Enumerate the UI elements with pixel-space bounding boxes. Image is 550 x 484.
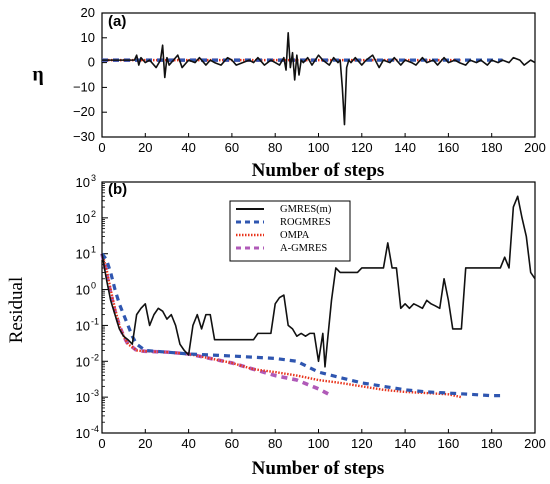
x-tick-label: 40	[181, 436, 195, 451]
legend-item-agmres: A-GMRES	[236, 243, 327, 254]
y-tick-label: 10	[76, 175, 90, 190]
y-tick-label: 10	[76, 211, 90, 226]
panel-a-x-ticks: 0 20 40 60 80 100 120 140 160 180 200	[98, 133, 546, 155]
y-tick-exponent: -4	[91, 424, 99, 434]
legend-item-ompa: OMPA	[236, 230, 310, 241]
y-tick-label: 0	[88, 55, 95, 70]
x-tick-label: 0	[98, 436, 105, 451]
panel-a-series	[102, 32, 536, 126]
panel-b-series-agmres	[100, 253, 333, 398]
x-tick-label: 200	[524, 436, 546, 451]
legend-label-ompa: OMPA	[280, 230, 310, 241]
panel-b-series-rogmres	[100, 252, 503, 398]
x-tick-label: 40	[181, 140, 195, 155]
y-tick-label: 10	[76, 354, 90, 369]
x-tick-label: 80	[268, 140, 282, 155]
panel-b-series-gmres	[101, 195, 536, 368]
panel-b-label: (b)	[108, 181, 127, 198]
panel-a-y-ticks: 20 10 0 −10 −20 −30	[73, 5, 107, 144]
panel-a-frame	[101, 12, 536, 138]
y-tick-label: 10	[76, 247, 90, 262]
y-tick-label: 10	[76, 390, 90, 405]
panel-b-x-ticks: 0 20 40 60 80 100 120 140 160 180 200	[98, 429, 546, 451]
y-tick-label: −30	[73, 129, 95, 144]
y-tick-exponent: -3	[91, 388, 99, 398]
panel-a-y-axis-label: η	[32, 64, 43, 86]
x-tick-label: 160	[438, 436, 460, 451]
y-tick-label: 20	[81, 5, 95, 20]
x-tick-label: 180	[481, 436, 503, 451]
y-tick-exponent: -1	[91, 316, 99, 326]
panel-a-series-gmres	[102, 32, 536, 126]
y-tick-label: −20	[73, 104, 95, 119]
y-tick-label: 10	[76, 426, 90, 441]
y-tick-exponent: 1	[91, 245, 96, 255]
x-tick-label: 200	[524, 140, 546, 155]
x-tick-label: 180	[481, 140, 503, 155]
legend-label-rogmres: ROGMRES	[280, 217, 331, 228]
x-tick-label: 120	[351, 140, 373, 155]
panel-b-series	[100, 195, 536, 399]
y-tick-exponent: 3	[91, 173, 96, 183]
panel-b-y-axis-label: Residual	[6, 277, 27, 344]
y-tick-label: −10	[73, 79, 95, 94]
y-tick-label: 10	[76, 318, 90, 333]
x-tick-label: 120	[351, 436, 373, 451]
x-tick-label: 140	[394, 436, 416, 451]
y-tick-exponent: 0	[91, 281, 96, 291]
legend-label-gmres: GMRES(m)	[280, 204, 332, 215]
x-tick-label: 100	[308, 140, 330, 155]
panel-a-label: (a)	[108, 13, 126, 30]
x-tick-label: 100	[308, 436, 330, 451]
legend-label-agmres: A-GMRES	[280, 243, 327, 254]
x-tick-label: 160	[438, 140, 460, 155]
legend-item-gmres: GMRES(m)	[236, 204, 332, 215]
panel-b-x-axis-label: Number of steps	[252, 458, 385, 479]
x-tick-label: 60	[225, 436, 239, 451]
x-tick-label: 80	[268, 436, 282, 451]
x-tick-label: 60	[225, 140, 239, 155]
y-tick-exponent: 2	[91, 209, 96, 219]
legend-box	[229, 200, 351, 262]
y-tick-label: 10	[81, 30, 95, 45]
legend-item-rogmres: ROGMRES	[236, 217, 331, 228]
x-tick-label: 0	[98, 140, 105, 155]
x-tick-label: 20	[138, 436, 152, 451]
y-tick-exponent: -2	[91, 352, 99, 362]
y-tick-label: 10	[76, 283, 90, 298]
legend: GMRES(m) ROGMRES OMPA A-GMRES	[229, 200, 351, 262]
x-tick-label: 140	[394, 140, 416, 155]
x-tick-label: 20	[138, 140, 152, 155]
panel-a-x-axis-label: Number of steps	[252, 160, 385, 181]
